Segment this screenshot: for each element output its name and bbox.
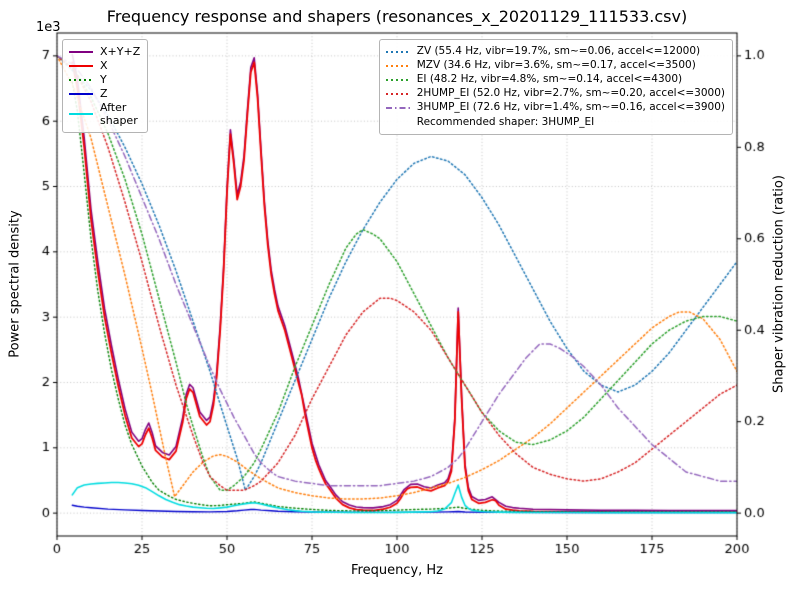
legend-item-x: X — [68, 59, 140, 72]
legend-item-3hump-ei: 3HUMP_EI (72.6 Hz, vibr=1.4%, sm~=0.16, … — [385, 101, 725, 114]
legend-label-y: Y — [100, 73, 107, 86]
legend-label-2hump-ei: 2HUMP_EI (52.0 Hz, vibr=2.7%, sm~=0.20, … — [416, 87, 725, 99]
legend-label-after-shaper: After shaper — [100, 101, 138, 127]
recommended-shaper-note: Recommended shaper: 3HUMP_EI — [416, 116, 595, 128]
legend-item-z: Z — [68, 87, 140, 100]
legend-line-sample-after-shaper — [69, 113, 93, 115]
legend-line-sample-x — [69, 64, 93, 67]
legend-label-3hump-ei: 3HUMP_EI (72.6 Hz, vibr=1.4%, sm~=0.16, … — [416, 101, 725, 113]
legend-line-sample-xyz — [69, 50, 93, 53]
legend-psd: X+Y+Z X Y Z After shaper — [62, 39, 149, 133]
x-axis-label: Frequency, Hz — [350, 563, 444, 578]
legend-shapers: ZV (55.4 Hz, vibr=19.7%, sm~=0.06, accel… — [378, 39, 733, 135]
legend-item-ei: EI (48.2 Hz, vibr=4.8%, sm~=0.14, accel<… — [385, 73, 725, 86]
legend-label-mzv: MZV (34.6 Hz, vibr=3.6%, sm~=0.17, accel… — [416, 59, 696, 71]
legend-item-after-shaper: After shaper — [68, 101, 140, 127]
legend-line-sample-mzv — [385, 64, 410, 67]
legend-item-zv: ZV (55.4 Hz, vibr=19.7%, sm~=0.06, accel… — [385, 45, 725, 58]
legend-label-zv: ZV (55.4 Hz, vibr=19.7%, sm~=0.06, accel… — [416, 45, 701, 57]
legend-line-sample-2hump-ei — [385, 92, 410, 95]
legend-line-sample-zv — [385, 50, 410, 53]
chart-title: Frequency response and shapers (resonanc… — [106, 7, 688, 26]
legend-label-z: Z — [100, 87, 108, 100]
legend-label-xyz: X+Y+Z — [100, 45, 141, 58]
legend-label-x: X — [100, 59, 108, 72]
legend-label-ei: EI (48.2 Hz, vibr=4.8%, sm~=0.14, accel<… — [416, 73, 683, 85]
legend-item-2hump-ei: 2HUMP_EI (52.0 Hz, vibr=2.7%, sm~=0.20, … — [385, 87, 725, 100]
legend-line-sample-3hump-ei — [385, 106, 410, 109]
legend-item-xyz: X+Y+Z — [68, 45, 140, 58]
legend-line-sample-z — [69, 92, 93, 95]
y-axis-offset-text: 1e3 — [36, 20, 61, 35]
y-axis-label-left: Power spectral density — [7, 210, 23, 358]
legend-item-y: Y — [68, 73, 140, 86]
legend-line-sample-y — [69, 78, 93, 81]
legend-line-sample-ei — [385, 78, 410, 81]
legend-item-mzv: MZV (34.6 Hz, vibr=3.6%, sm~=0.17, accel… — [385, 59, 725, 72]
y-axis-label-right: Shaper vibration reduction (ratio) — [771, 175, 787, 393]
